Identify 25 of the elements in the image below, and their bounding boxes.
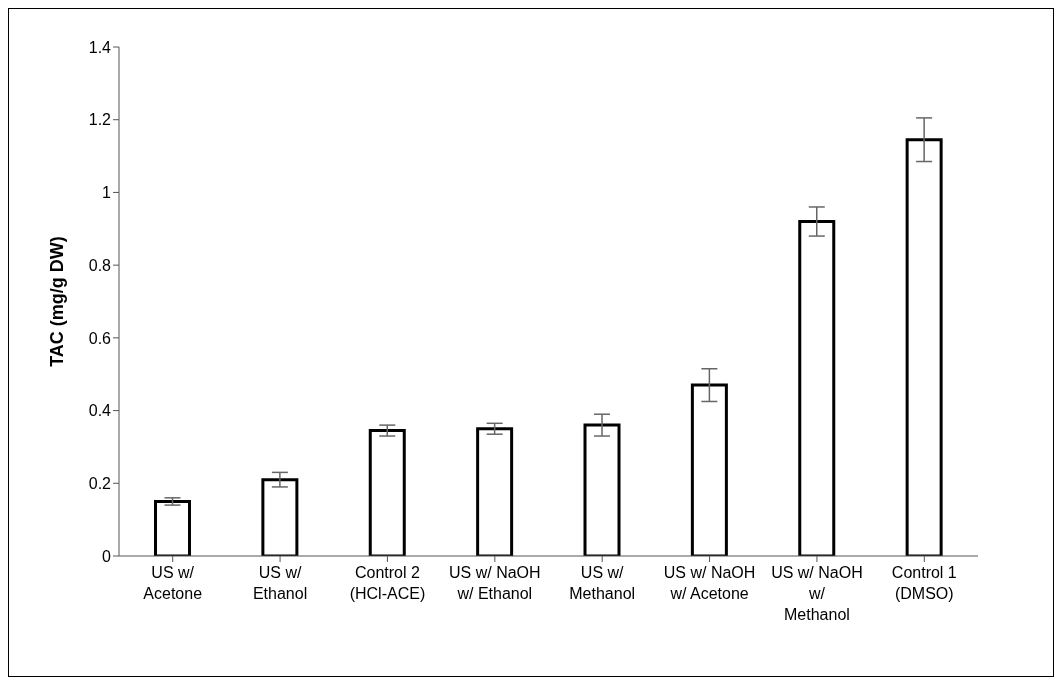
x-tick-label: US w/ NaOH w/ Methanol xyxy=(771,564,863,623)
bar xyxy=(261,478,299,556)
x-tick-label: Control 2 (HCl-ACE) xyxy=(349,564,426,602)
y-tick-label: 0 xyxy=(102,547,112,565)
y-tick-label: 0.8 xyxy=(88,256,112,274)
y-tick-label: 0.2 xyxy=(88,474,112,492)
bar xyxy=(154,499,192,556)
bar xyxy=(905,138,943,556)
y-tick-label: 1 xyxy=(102,184,112,202)
bar xyxy=(690,383,728,556)
bar xyxy=(368,429,406,556)
bar xyxy=(583,423,621,556)
y-tick-label: 1.2 xyxy=(88,111,112,129)
y-tick-label: 0.4 xyxy=(88,402,112,420)
x-tick-label: US w/ Ethanol xyxy=(252,564,308,602)
x-tick-label: Control 1 (DMSO) xyxy=(891,564,957,602)
bar xyxy=(476,427,514,556)
y-tick-label: 1.4 xyxy=(88,38,112,56)
x-tick-label: US w/ Methanol xyxy=(569,564,636,602)
bar xyxy=(798,220,836,556)
y-axis-title: TAC (mg/g DW) xyxy=(47,236,68,367)
y-tick-label: 0.6 xyxy=(88,329,112,347)
x-tick-label: US w/ NaOH w/ Ethanol xyxy=(449,564,541,602)
x-tick-label: US w/ NaOH w/ Acetone xyxy=(663,564,756,602)
x-tick-label: US w/ Acetone xyxy=(143,564,203,602)
